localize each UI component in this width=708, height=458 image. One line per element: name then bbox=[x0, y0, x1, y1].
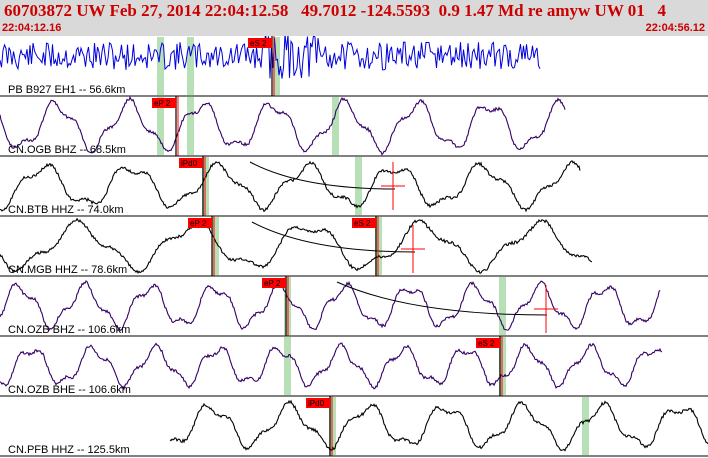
station-label: CN.OZB BHZ -- 106.6km bbox=[8, 324, 130, 336]
pick-window-band bbox=[212, 217, 219, 275]
station-label: CN.OZB BHE -- 106.6km bbox=[8, 384, 131, 396]
start-time: 22:04:12.16 bbox=[2, 22, 62, 34]
trace-panel[interactable]: eP 2 CN.OGB BHZ -- 68.5km bbox=[0, 96, 708, 157]
station-label: CN.PFB HHZ -- 125.5km bbox=[8, 444, 130, 456]
waveform-trace bbox=[0, 160, 581, 213]
waveform-trace bbox=[0, 342, 663, 391]
station-label: CN.OGB BHZ -- 68.5km bbox=[8, 144, 126, 156]
phase-pick-label: iPd0 bbox=[308, 399, 325, 408]
phase-pick-label: iPd0 bbox=[181, 159, 198, 168]
predicted-arrival-curve bbox=[249, 161, 396, 190]
pick-window-band bbox=[499, 277, 506, 335]
phase-pick-flag[interactable] bbox=[179, 158, 203, 168]
event-title: 60703872 UW Feb 27, 2014 22:04:12.58 49.… bbox=[4, 1, 667, 20]
phase-pick-flag[interactable] bbox=[352, 218, 376, 228]
pick-window-band bbox=[355, 157, 362, 215]
trace-panel[interactable]: eS 2 CN.OZB BHE -- 106.6km bbox=[0, 336, 708, 397]
phase-pick-flag[interactable] bbox=[152, 98, 176, 108]
waveform-trace bbox=[0, 96, 566, 156]
pick-window-band bbox=[332, 97, 339, 155]
phase-pick-flag[interactable] bbox=[306, 398, 330, 408]
trace-panel[interactable]: iPd0 CN.PFB HHZ -- 125.5km bbox=[0, 396, 708, 457]
station-label: CN.BTB HHZ -- 74.0km bbox=[8, 204, 124, 216]
pick-window-band bbox=[187, 37, 194, 95]
predicted-arrival-curve bbox=[251, 221, 416, 253]
seismogram-plot[interactable]: eS 2 PB B927 EH1 -- 56.6km eP 2 CN.OGB BHZ … bbox=[0, 36, 708, 458]
trace-panel[interactable]: eP 2 eS 2 CN.MGB HHZ -- 78.6km bbox=[0, 216, 708, 277]
trace-panel[interactable]: iPd0 CN.BTB HHZ -- 74.0km bbox=[0, 156, 708, 217]
waveform-trace bbox=[0, 217, 593, 275]
phase-pick-label: eS 2 bbox=[354, 219, 371, 228]
phase-pick-label: eP 2 bbox=[154, 99, 171, 108]
phase-pick-label: eS 2 bbox=[478, 339, 495, 348]
predicted-arrival-curve bbox=[336, 281, 548, 316]
trace-panel[interactable]: eS 2 PB B927 EH1 -- 56.6km bbox=[0, 36, 708, 97]
station-label: PB B927 EH1 -- 56.6km bbox=[8, 84, 125, 96]
end-time: 22:04:56.12 bbox=[645, 22, 705, 34]
waveform-trace bbox=[169, 399, 708, 453]
pick-window-band bbox=[582, 397, 589, 455]
waveform-trace bbox=[0, 36, 541, 79]
pick-window-band bbox=[187, 97, 194, 155]
phase-pick-label: eS 2 bbox=[250, 39, 267, 48]
phase-pick-label: eP 2 bbox=[264, 279, 281, 288]
event-header: 60703872 UW Feb 27, 2014 22:04:12.58 49.… bbox=[0, 0, 708, 36]
phase-pick-flag[interactable] bbox=[476, 338, 500, 348]
station-label: CN.MGB HHZ -- 78.6km bbox=[8, 264, 127, 276]
trace-panel[interactable]: eP 2 CN.OZB BHZ -- 106.6km bbox=[0, 276, 708, 337]
pick-window-band bbox=[157, 97, 164, 155]
phase-pick-label: eP 2 bbox=[190, 219, 207, 228]
pick-window-band bbox=[284, 337, 291, 395]
phase-pick-flag[interactable] bbox=[262, 278, 286, 288]
waveform-trace bbox=[0, 280, 661, 332]
phase-pick-flag[interactable] bbox=[188, 218, 212, 228]
phase-pick-flag[interactable] bbox=[248, 38, 272, 48]
pick-window-band bbox=[157, 37, 164, 95]
pick-window-band bbox=[273, 37, 280, 95]
